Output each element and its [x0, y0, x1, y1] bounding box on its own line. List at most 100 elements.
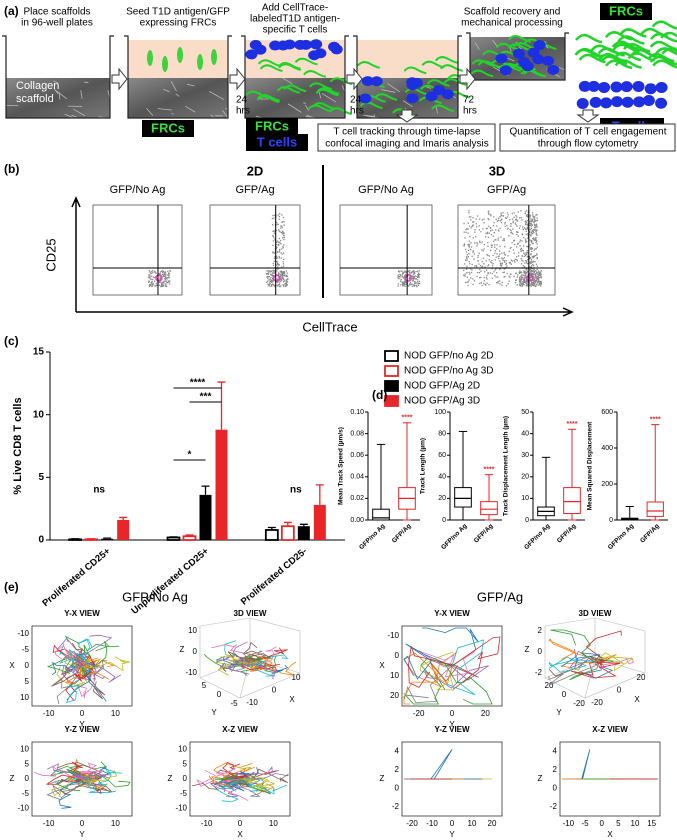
event-dot: [504, 223, 506, 225]
frc-seed: [147, 50, 153, 66]
event-dot: [516, 231, 518, 233]
event-dot: [525, 281, 527, 283]
trajectory: [594, 652, 634, 672]
event-dot: [512, 222, 514, 224]
event-dot: [491, 244, 493, 247]
event-dot: [501, 252, 503, 254]
event-dot: [528, 231, 531, 233]
event-dot: [480, 270, 482, 272]
event-dot: [520, 271, 522, 273]
event-dot: [523, 278, 526, 281]
event-dot: [492, 263, 494, 265]
event-dot: [520, 258, 522, 260]
event-dot: [270, 276, 272, 279]
trajectory: [59, 643, 86, 667]
event-dot: [521, 274, 523, 276]
event-dot: [530, 220, 532, 223]
event-dot: [534, 270, 536, 272]
event-dot: [534, 226, 536, 228]
significance-label: ****: [190, 378, 206, 389]
event-dot: [505, 284, 508, 287]
event-dot: [497, 237, 499, 239]
event-dot: [404, 281, 407, 283]
event-dot: [486, 269, 488, 271]
event-dot: [463, 244, 465, 247]
event-dot: [475, 226, 478, 228]
event-dot: [519, 245, 521, 247]
scaffold-fiber: [54, 89, 68, 100]
event-dot: [286, 281, 289, 283]
event-dot: [276, 270, 278, 272]
event-dot: [279, 270, 281, 273]
panel-label: (e): [4, 580, 19, 594]
t-cell: [406, 93, 419, 104]
event-dot: [282, 252, 285, 254]
event-dot: [525, 210, 528, 212]
event-dot: [534, 229, 536, 231]
event-dot: [533, 285, 535, 287]
event-dot: [506, 228, 508, 230]
event-dot: [150, 275, 153, 277]
frc-cell: [520, 69, 544, 77]
frc-cell: [315, 88, 339, 97]
event-dot: [540, 283, 542, 285]
event-dot: [529, 262, 531, 264]
x-label: Y: [79, 720, 85, 729]
t-cell: [633, 96, 646, 108]
x-tick-label: GFP/no Ag: [440, 523, 469, 552]
event-dot: [506, 265, 508, 267]
event-dot: [530, 233, 532, 235]
event-dot: [283, 244, 285, 246]
trajectory: [58, 778, 83, 809]
t-cell: [589, 96, 602, 108]
event-dot: [470, 227, 472, 229]
event-dot: [414, 282, 417, 284]
plot-frame: [92, 204, 183, 296]
event-dot: [487, 242, 489, 244]
event-dot: [535, 270, 537, 272]
event-dot: [516, 243, 519, 245]
event-dot: [521, 226, 524, 228]
event-dot: [273, 232, 275, 234]
event-dot: [415, 278, 417, 280]
event-dot: [512, 220, 514, 222]
event-dot: [539, 282, 541, 284]
trajectory: [239, 775, 270, 784]
event-dot: [152, 276, 155, 278]
event-dot: [282, 271, 284, 273]
event-dot: [522, 278, 525, 281]
output-box: [317, 123, 496, 152]
x-label: X: [289, 695, 295, 704]
event-dot: [535, 263, 538, 265]
event-dot: [403, 271, 405, 274]
event-dot: [535, 273, 537, 275]
event-dot: [532, 256, 535, 259]
frc-network: [604, 31, 633, 41]
event-dot: [504, 225, 506, 228]
trajectory: [446, 639, 484, 696]
y-tick-label: 0: [609, 517, 613, 524]
event-dot: [530, 222, 532, 224]
event-dot: [503, 251, 505, 254]
event-dot: [526, 252, 528, 254]
event-dot: [494, 259, 496, 261]
event-dot: [412, 275, 414, 277]
event-dot: [418, 273, 420, 275]
event-dot: [269, 278, 271, 280]
event-dot: [487, 245, 489, 247]
t-cell: [598, 81, 611, 93]
frc-cell: [507, 43, 531, 51]
event-dot: [509, 228, 511, 231]
event-dot: [516, 256, 518, 258]
event-dot: [285, 282, 287, 284]
event-dot: [526, 227, 529, 229]
event-dot: [536, 257, 538, 259]
event-dot: [531, 272, 533, 275]
event-dot: [401, 283, 404, 285]
event-dot: [526, 241, 528, 243]
output-text: confocal imaging and Imaris analysis: [325, 139, 488, 150]
event-dot: [511, 213, 514, 215]
event-dot: [469, 263, 471, 265]
event-dot: [530, 218, 532, 220]
scaffold-label: Collagen: [16, 80, 59, 92]
